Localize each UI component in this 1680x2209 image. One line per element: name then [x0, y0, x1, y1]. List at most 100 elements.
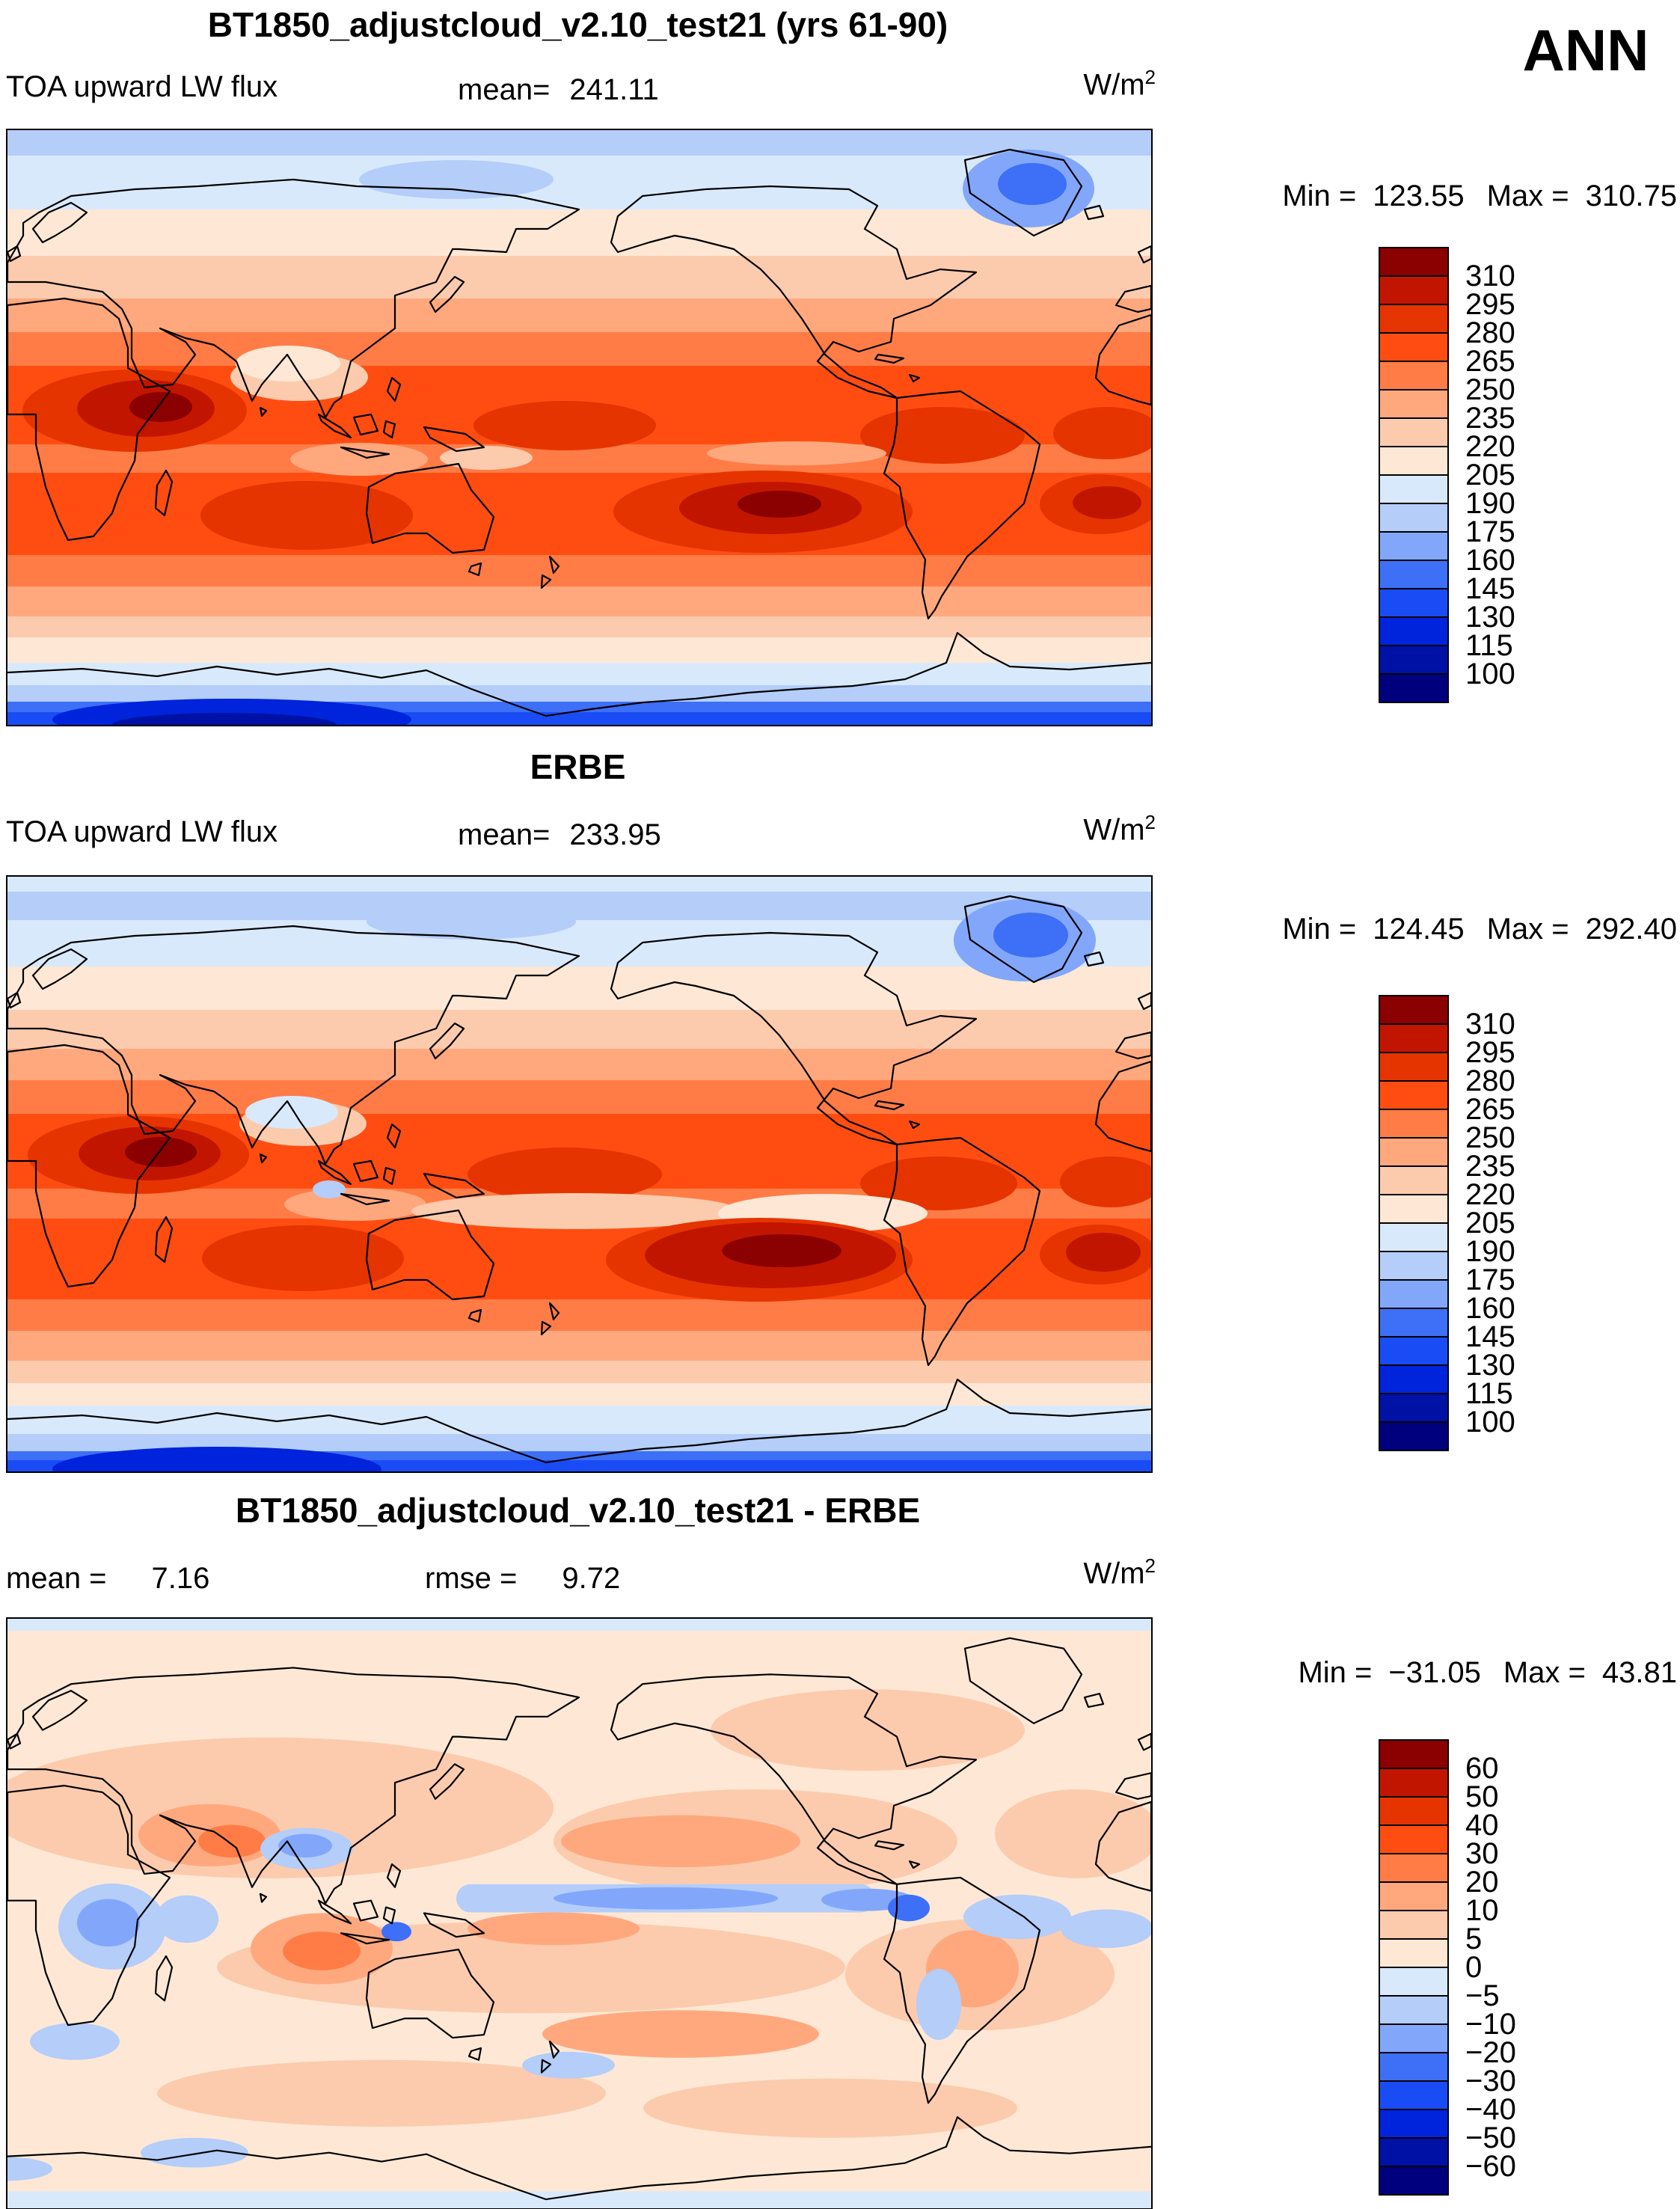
map-diff — [6, 1617, 1153, 2209]
min-label: Min = — [1298, 1656, 1373, 1689]
colorbar-segment — [1379, 1194, 1449, 1224]
colorbar-segment — [1379, 1137, 1449, 1167]
field-label: TOA upward LW flux — [6, 70, 278, 103]
colorbar-segment — [1379, 2052, 1449, 2082]
colorbar-tick-label: 145 — [1465, 572, 1515, 605]
colorbar-segment — [1379, 995, 1449, 1025]
colorbar-segment — [1379, 1023, 1449, 1053]
colorbar-segment — [1379, 1251, 1449, 1281]
mean-label: mean = — [6, 1562, 107, 1595]
mean-label: mean= — [458, 73, 551, 106]
map-erbe-contours — [7, 877, 1151, 1471]
colorbar-segment — [1379, 1308, 1449, 1338]
panel-subheader-diff: mean = 7.16 rmse = 9.72 W/m2 — [6, 1554, 1156, 1598]
panel-title-erbe: ERBE — [530, 747, 626, 786]
colorbar-tick-label: 175 — [1465, 515, 1515, 548]
panel-title-model: BT1850_adjustcloud_v2.10_test21 (yrs 61-… — [207, 5, 948, 44]
colorbar-tick-label: 220 — [1465, 1178, 1515, 1211]
map-model — [6, 129, 1153, 726]
colorbar-tick-label: 115 — [1465, 629, 1513, 662]
panel-title-diff: BT1850_adjustcloud_v2.10_test21 - ERBE — [235, 1491, 921, 1530]
colorbar-segment — [1379, 474, 1449, 504]
colorbar-segment — [1379, 588, 1449, 618]
colorbar-tick-label: 265 — [1465, 1093, 1515, 1126]
colorbar-tick-label: 10 — [1465, 1894, 1499, 1927]
colorbar-segment — [1379, 446, 1449, 476]
colorbar-segment — [1379, 560, 1449, 589]
colorbar-tick-label: −50 — [1465, 2121, 1516, 2154]
panel-subheader-model: TOA upward LW flux mean= 241.11 W/m2 — [6, 66, 1156, 109]
colorbar-segment — [1379, 332, 1449, 362]
colorbar-segment — [1379, 247, 1449, 277]
colorbar-segment — [1379, 1393, 1449, 1423]
colorbar-segment — [1379, 1336, 1449, 1366]
colorbar-tick-label: −60 — [1465, 2150, 1516, 2183]
colorbar-tick-label: 235 — [1465, 402, 1515, 435]
colorbar-erbe: 310 295 280 265 250 235 220 205 190 175 160 145 130 1… — [1379, 995, 1588, 1451]
colorbar-tick-label: 205 — [1465, 459, 1515, 491]
colorbar-tick-label: 280 — [1465, 1064, 1515, 1097]
colorbar-tick-label: 130 — [1465, 1349, 1515, 1382]
map-erbe — [6, 875, 1153, 1473]
max-value: 310.75 — [1585, 180, 1677, 212]
colorbar-segment — [1379, 1768, 1449, 1798]
mean-value: 241.11 — [569, 73, 659, 106]
colorbar-segment — [1379, 503, 1449, 533]
units-label: W/m2 — [1083, 66, 1156, 102]
colorbar-segment — [1379, 2080, 1449, 2110]
max-label: Max = — [1486, 913, 1569, 946]
colorbar-tick-label: 190 — [1465, 1235, 1515, 1268]
colorbar-tick-label: 280 — [1465, 316, 1515, 349]
colorbar-segment — [1379, 2166, 1449, 2196]
colorbar-tick-label: 160 — [1465, 544, 1515, 577]
colorbar-segment — [1379, 1165, 1449, 1195]
minmax-readout-erbe: Min = 124.45 Max = 292.40 — [1167, 913, 1677, 946]
colorbar-tick-label: 190 — [1465, 487, 1515, 520]
colorbar-tick-label: 5 — [1465, 1922, 1483, 1955]
min-value: 123.55 — [1373, 180, 1465, 212]
map-model-contours — [7, 130, 1151, 725]
colorbar-tick-label: 100 — [1465, 658, 1515, 690]
mean-readout: mean= 241.11 — [458, 73, 659, 107]
mean-label: mean= — [458, 818, 551, 851]
colorbar-tick-label: 220 — [1465, 430, 1515, 463]
max-value: 292.40 — [1585, 913, 1677, 946]
colorbar-tick-label: 130 — [1465, 601, 1515, 634]
colorbar-tick-label: 250 — [1465, 373, 1515, 406]
min-value: 124.45 — [1373, 913, 1465, 946]
colorbar-tick-label: 30 — [1465, 1837, 1499, 1870]
colorbar-tick-label: −20 — [1465, 2036, 1516, 2069]
colorbar-segment — [1379, 1080, 1449, 1110]
colorbar-segment — [1379, 1881, 1449, 1911]
mean-readout: mean= 233.95 — [458, 818, 661, 852]
units-label: W/m2 — [1083, 1554, 1156, 1590]
colorbar-tick-label: 20 — [1465, 1866, 1499, 1899]
colorbar-tick-label: 250 — [1465, 1121, 1515, 1154]
colorbar-tick-label: 295 — [1465, 1036, 1515, 1069]
colorbar-segment — [1379, 1796, 1449, 1826]
colorbar-tick-label: 265 — [1465, 345, 1515, 378]
rmse-value: 9.72 — [562, 1562, 621, 1595]
colorbar-segment — [1379, 2137, 1449, 2167]
colorbar-segment — [1379, 361, 1449, 390]
colorbar-tick-label: 175 — [1465, 1263, 1515, 1296]
mean-value: 233.95 — [569, 818, 661, 851]
colorbar-tick-label: −30 — [1465, 2065, 1516, 2098]
mean-readout: mean = 7.16 — [6, 1562, 209, 1596]
min-value: −31.05 — [1388, 1656, 1481, 1689]
rmse-readout: rmse = 9.72 — [425, 1562, 620, 1596]
colorbar-tick-label: 295 — [1465, 288, 1515, 321]
colorbar-diff: 60 50 40 30 20 10 5 0 −5 −10 −20 −30 −40 −50 −60 — [1379, 1739, 1588, 2196]
colorbar-segment — [1379, 645, 1449, 675]
colorbar-segment — [1379, 616, 1449, 646]
colorbar-tick-label: 40 — [1465, 1809, 1499, 1842]
colorbar-segment — [1379, 1222, 1449, 1252]
colorbar-segment — [1379, 1279, 1449, 1309]
colorbar-segment — [1379, 1995, 1449, 2025]
colorbar-segment — [1379, 1853, 1449, 1883]
min-label: Min = — [1282, 913, 1357, 946]
colorbar-segment — [1379, 1421, 1449, 1451]
season-label: ANN — [1522, 17, 1649, 83]
colorbar-tick-label: −40 — [1465, 2093, 1516, 2126]
